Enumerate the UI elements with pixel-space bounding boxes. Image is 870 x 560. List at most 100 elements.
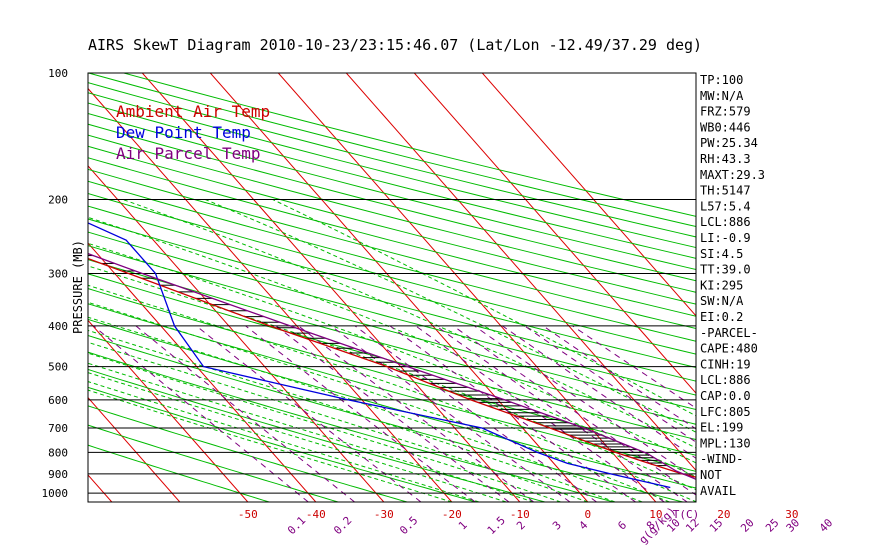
moist-adiabat-line [272, 199, 696, 417]
mixing-ratio-line [542, 325, 696, 430]
mixing-ratio-line [415, 325, 665, 502]
plot-frame [87, 72, 697, 503]
isotherm-line [88, 319, 249, 502]
dry-adiabat-line [88, 193, 696, 355]
dry-adiabat-line [88, 145, 696, 305]
legend-entry: Ambient Air Temp [116, 102, 270, 121]
index-entry: LCL:886 [700, 373, 751, 387]
moist-adiabat-line [88, 316, 643, 502]
chart-title: AIRS SkewT Diagram 2010-10-23/23:15:46.0… [88, 36, 703, 54]
series-line [88, 252, 696, 480]
index-entry: SI:4.5 [700, 247, 743, 261]
y-tick-label: 400 [48, 320, 68, 333]
mixing-ratio-line [135, 325, 355, 502]
mixing-ratio-line [298, 325, 534, 502]
moist-adiabat-line [88, 301, 670, 502]
x-axis-label: T(C) [673, 508, 700, 521]
isotherm-line [481, 73, 696, 317]
index-entry: MPL:130 [700, 436, 751, 450]
mixing-ratio-tick-label: 3 [550, 519, 564, 533]
mixing-ratio-line [435, 325, 688, 502]
moist-adiabat-line [88, 352, 561, 502]
index-entry: LI:-0.9 [700, 231, 751, 245]
dry-adiabat-line [88, 205, 696, 368]
index-entry: MW:N/A [700, 89, 744, 103]
mixing-ratio-tick-label: 25 [763, 516, 782, 535]
moist-adiabat-line [88, 329, 616, 502]
index-entry: CAP:0.0 [700, 389, 751, 403]
y-tick-label: 200 [48, 193, 68, 206]
y-tick-label: 700 [48, 422, 68, 435]
y-tick-label: 800 [48, 446, 68, 459]
moist-adiabat-line [205, 199, 696, 433]
mixing-ratio-line [452, 325, 696, 496]
profile-curves [88, 222, 696, 489]
series-line [88, 222, 671, 489]
dry-adiabat-line [88, 318, 696, 489]
isotherm-line [277, 73, 657, 502]
legend: Ambient Air Temp Dew Point Temp Air Parcel… [116, 102, 270, 163]
bottom-temp-tick-label: -40 [306, 508, 326, 521]
dry-adiabat-line [88, 180, 696, 342]
index-entry: TH:5147 [700, 184, 751, 198]
mixing-ratio-tick-label: 0.1 [285, 514, 308, 537]
dry-adiabat-line [88, 134, 696, 293]
index-entry: WB0:446 [700, 120, 751, 134]
dry-adiabat-line [88, 112, 696, 270]
index-entry: -WIND- [700, 452, 743, 466]
mixing-ratio-tick-label: 1.5 [485, 514, 508, 537]
dry-adiabat-line [88, 303, 696, 472]
mixing-ratio-tick-label: 0.5 [397, 514, 420, 537]
mixing-ratio-tick-label: 0.2 [331, 514, 354, 537]
index-entry: -PARCEL- [700, 326, 758, 340]
bottom-temp-tick-label: 20 [717, 508, 730, 521]
series-line [88, 257, 696, 478]
bottom-temp-tick-label: 10 [649, 508, 662, 521]
mixing-ratio-tick-label: 6 [615, 519, 629, 533]
moist-adiabat-line [88, 242, 696, 478]
index-entry: TT:39.0 [700, 263, 751, 277]
index-entry: AVAIL [700, 484, 736, 498]
legend-entry: Air Parcel Temp [116, 144, 261, 163]
legend-entry: Dew Point Temp [116, 123, 251, 142]
index-entry: MAXT:29.3 [700, 168, 765, 182]
dry-adiabat-line [88, 351, 615, 502]
y-tick-label: 1000 [42, 487, 69, 500]
moist-adiabat-line [88, 389, 452, 502]
mixing-ratio-line [354, 325, 597, 502]
dry-adiabat-line [88, 231, 696, 396]
index-entry: FRZ:579 [700, 105, 751, 119]
mixing-ratio-tick-label: 20 [738, 516, 757, 535]
dry-adiabat-line [88, 334, 684, 502]
index-entry: NOT [700, 468, 722, 482]
bottom-temp-tick-label: -10 [510, 508, 530, 521]
bottom-temp-tick-label: 0 [585, 508, 592, 521]
index-entry: LCL:886 [700, 215, 751, 229]
mixing-ratio-line [195, 325, 422, 502]
mixing-ratio-line [93, 325, 309, 502]
dry-adiabat-line [88, 157, 696, 317]
bottom-temp-tick-label: -50 [238, 508, 258, 521]
mixing-ratio-tick-label: 1 [456, 519, 470, 533]
index-entry: RH:43.3 [700, 152, 751, 166]
index-entry: CINH:19 [700, 357, 751, 371]
y-tick-label: 100 [48, 67, 68, 80]
dry-adiabat-line [88, 424, 339, 502]
mixing-ratio-line [524, 325, 696, 443]
isotherm-line [209, 73, 589, 502]
bottom-temp-tick-label: -20 [442, 508, 462, 521]
index-entry: EL:199 [700, 421, 743, 435]
dry-adiabat-line [88, 444, 270, 502]
dry-adiabat-line [88, 92, 696, 249]
mixing-ratio-line [572, 325, 696, 409]
dry-adiabat-line [88, 259, 696, 425]
moist-adiabat-line [88, 265, 696, 491]
dry-adiabat-line [88, 245, 696, 411]
index-entry: EI:0.2 [700, 310, 743, 324]
dry-adiabat-line [88, 405, 408, 502]
index-entry: TP:100 [700, 73, 743, 87]
bottom-temp-tick-label: -30 [374, 508, 394, 521]
isotherm-line [88, 87, 453, 502]
